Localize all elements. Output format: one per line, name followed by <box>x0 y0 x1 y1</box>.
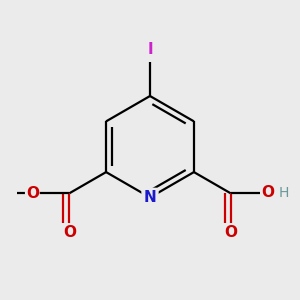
Text: I: I <box>147 42 153 57</box>
Text: O: O <box>26 186 39 201</box>
Text: N: N <box>144 190 156 205</box>
Text: H: H <box>278 186 289 200</box>
Text: O: O <box>63 225 76 240</box>
Text: O: O <box>261 185 274 200</box>
Text: O: O <box>224 225 237 240</box>
